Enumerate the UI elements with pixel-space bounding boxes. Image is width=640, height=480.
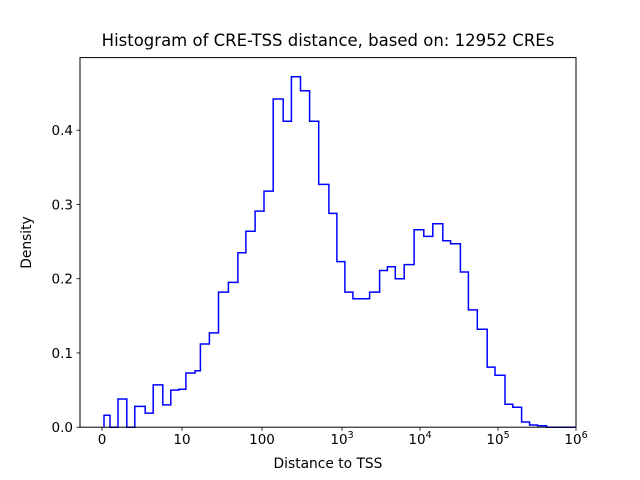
y-tick-label: 0.2 bbox=[52, 272, 73, 288]
y-axis-label: Density bbox=[19, 216, 35, 268]
histogram-step-line bbox=[103, 75, 576, 428]
axis-ticks: 0 10 100 103 104 105 106 0.0 0.1 0.2 0.3 0.4 bbox=[52, 123, 588, 448]
axes-spines bbox=[79, 57, 577, 428]
y-tick-label: 0.0 bbox=[52, 420, 73, 436]
x-tick-label: 103 bbox=[330, 430, 353, 448]
y-tick-label: 0.4 bbox=[52, 123, 73, 139]
x-tick-label: 0 bbox=[98, 432, 107, 448]
x-tick-label: 100 bbox=[249, 432, 275, 448]
y-tick-label: 0.1 bbox=[52, 346, 73, 362]
x-tick-label: 105 bbox=[486, 430, 509, 448]
x-tick-label: 10 bbox=[173, 432, 190, 448]
x-tick-label: 106 bbox=[564, 430, 587, 448]
figure-title: Histogram of CRE-TSS distance, based on:… bbox=[102, 31, 555, 50]
x-axis-label: Distance to TSS bbox=[274, 456, 383, 472]
y-tick-label: 0.3 bbox=[52, 197, 73, 213]
x-tick-label: 104 bbox=[408, 430, 431, 448]
